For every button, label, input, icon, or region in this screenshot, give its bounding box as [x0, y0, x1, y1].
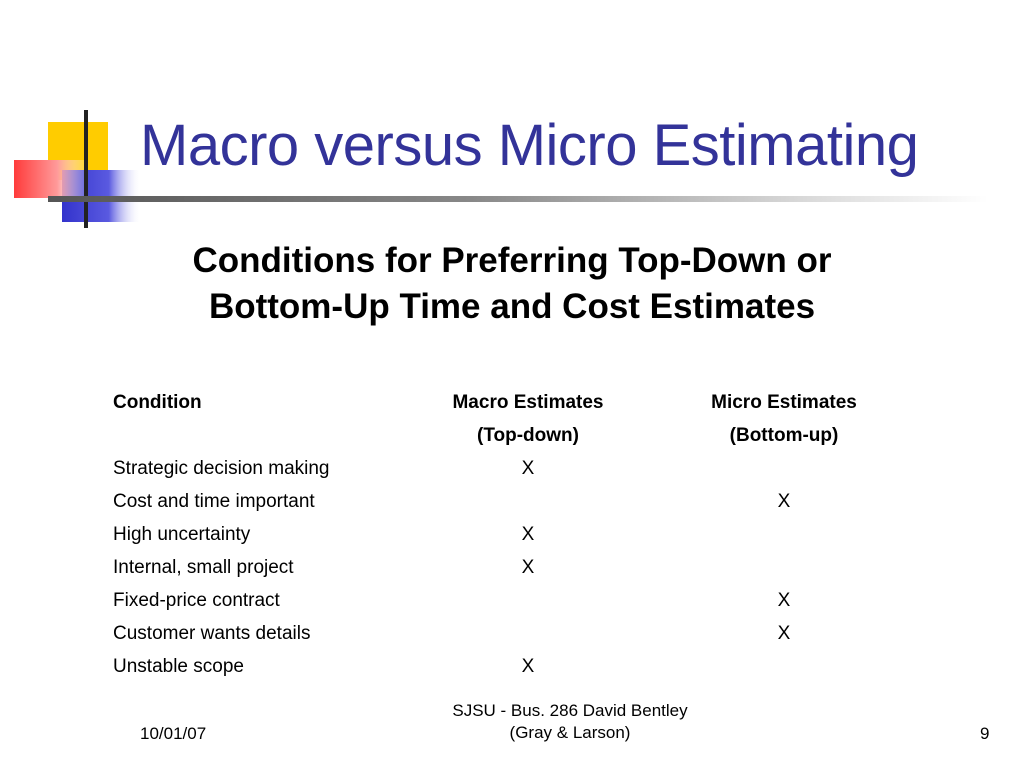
- table-header-row-2: (Top-down) (Bottom-up): [106, 419, 930, 452]
- header-condition: Condition: [113, 392, 202, 413]
- header-micro-sub: (Bottom-up): [729, 425, 839, 446]
- red-block: [14, 160, 86, 198]
- slide-title: Macro versus Micro Estimating: [140, 113, 919, 178]
- macro-mark: [418, 617, 638, 650]
- footer-course-line-1: SJSU - Bus. 286 David Bentley: [452, 701, 688, 720]
- macro-mark: X: [521, 458, 535, 479]
- header-macro: Macro Estimates: [452, 392, 604, 413]
- table-row: Fixed-price contract X: [106, 584, 930, 617]
- table-row: Internal, small project X: [106, 551, 930, 584]
- corner-decoration: [14, 110, 140, 228]
- micro-mark: [638, 650, 930, 683]
- page-number: 9: [980, 724, 990, 743]
- condition-cell: Cost and time important: [113, 491, 315, 512]
- table-row: Cost and time important X: [106, 485, 930, 518]
- table-row: Customer wants details X: [106, 617, 930, 650]
- subtitle-line-1: Conditions for Preferring Top-Down or: [192, 241, 832, 280]
- micro-mark: X: [777, 623, 791, 644]
- header-macro-sub: (Top-down): [477, 425, 579, 446]
- slide-subtitle: Conditions for Preferring Top-Down or Bo…: [0, 238, 1024, 330]
- macro-mark: X: [521, 557, 535, 578]
- header-condition-blank: [106, 419, 418, 452]
- condition-cell: Fixed-price contract: [113, 590, 280, 611]
- vertical-line: [84, 110, 88, 228]
- table-header-row: Condition Macro Estimates Micro Estimate…: [106, 386, 930, 419]
- table-row: Strategic decision making X: [106, 452, 930, 485]
- macro-mark: X: [521, 656, 535, 677]
- condition-cell: Strategic decision making: [113, 458, 330, 479]
- micro-mark: [638, 518, 930, 551]
- condition-cell: Customer wants details: [113, 623, 311, 644]
- footer-course: SJSU - Bus. 286 David Bentley (Gray & La…: [400, 700, 740, 744]
- table-row: Unstable scope X: [106, 650, 930, 683]
- table-row: High uncertainty X: [106, 518, 930, 551]
- macro-mark: [418, 584, 638, 617]
- micro-mark: [638, 551, 930, 584]
- conditions-table: Condition Macro Estimates Micro Estimate…: [106, 386, 930, 683]
- footer-date: 10/01/07: [140, 724, 207, 743]
- title-underline: [48, 196, 988, 202]
- condition-cell: Unstable scope: [113, 656, 244, 677]
- micro-mark: X: [777, 590, 791, 611]
- macro-mark: [418, 485, 638, 518]
- condition-cell: High uncertainty: [113, 524, 251, 545]
- condition-cell: Internal, small project: [113, 557, 294, 578]
- footer-course-line-2: (Gray & Larson): [509, 723, 631, 742]
- micro-mark: X: [777, 491, 791, 512]
- micro-mark: [638, 452, 930, 485]
- subtitle-line-2: Bottom-Up Time and Cost Estimates: [208, 287, 816, 326]
- header-micro: Micro Estimates: [711, 392, 857, 413]
- macro-mark: X: [521, 524, 535, 545]
